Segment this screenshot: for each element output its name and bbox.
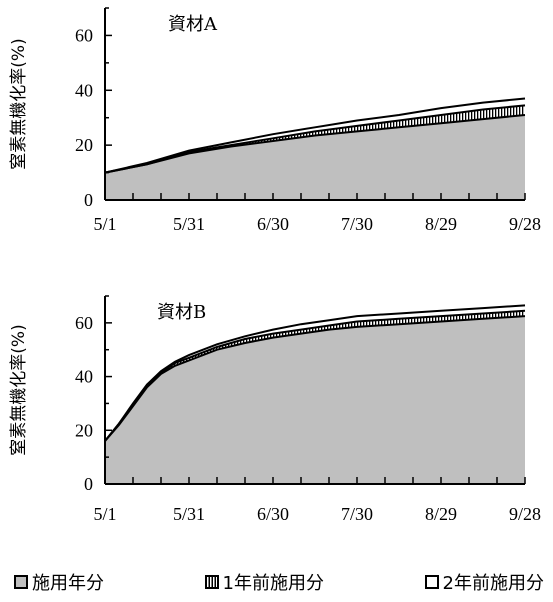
x-tick-label: 7/30	[341, 214, 373, 234]
x-tick-label: 5/1	[93, 214, 116, 234]
y-axis-label: 窒素無機化率(%)	[9, 38, 29, 169]
y-tick-label: 60	[75, 313, 93, 333]
series-line-white	[104, 97, 526, 174]
area-gray	[105, 115, 525, 200]
legend-label-current-year: 施用年分	[32, 573, 104, 594]
legend-swatch-hatch	[204, 575, 219, 589]
legend: 施用年分 1年前施用分 2年前施用分	[14, 569, 544, 595]
y-tick-label: 60	[75, 25, 93, 45]
x-tick-label: 6/30	[257, 214, 289, 234]
series-line-hatch	[104, 104, 526, 174]
y-tick-label: 0	[84, 474, 93, 494]
y-tick-label: 40	[75, 367, 93, 387]
y-axis-label: 窒素無機化率(%)	[9, 324, 29, 455]
legend-item-two-years-ago: 2年前施用分	[424, 569, 544, 595]
series-line-white	[104, 304, 526, 442]
y-tick-label: 0	[84, 190, 93, 210]
x-tick-label: 5/31	[173, 504, 205, 524]
x-tick-label: 5/1	[93, 504, 116, 524]
chart-material-b: 0 20 40 60 5/1 5/31 6/30 7/30 8/29 9/28 資材B 窒素無機化率(…	[9, 295, 541, 524]
chart-title: 資材B	[157, 302, 206, 323]
x-tick-label: 9/28	[509, 504, 541, 524]
chart-material-a: 0 20 40 60 5/1 5/31 6/30 7/30 8/29 9/28 資材A 窒素無機化率(…	[9, 7, 541, 234]
legend-swatch-gray	[14, 575, 28, 589]
x-tick-label: 6/30	[257, 504, 289, 524]
x-tick-label: 8/29	[425, 504, 457, 524]
x-tick-label: 9/28	[509, 214, 541, 234]
y-tick-label: 20	[75, 420, 93, 440]
y-tick-label: 20	[75, 135, 93, 155]
x-tick-label: 8/29	[425, 214, 457, 234]
legend-swatch-white	[424, 575, 439, 589]
legend-label-one-year-ago: 1年前施用分	[222, 573, 324, 594]
x-tick-label: 5/31	[173, 214, 205, 234]
legend-label-two-years-ago: 2年前施用分	[442, 573, 544, 594]
legend-item-current-year: 施用年分	[14, 569, 104, 595]
area-gray	[105, 316, 525, 484]
x-tick-label: 7/30	[341, 504, 373, 524]
y-tick-label: 40	[75, 80, 93, 100]
chart-title: 資材A	[168, 14, 218, 35]
legend-item-one-year-ago: 1年前施用分	[204, 569, 324, 595]
